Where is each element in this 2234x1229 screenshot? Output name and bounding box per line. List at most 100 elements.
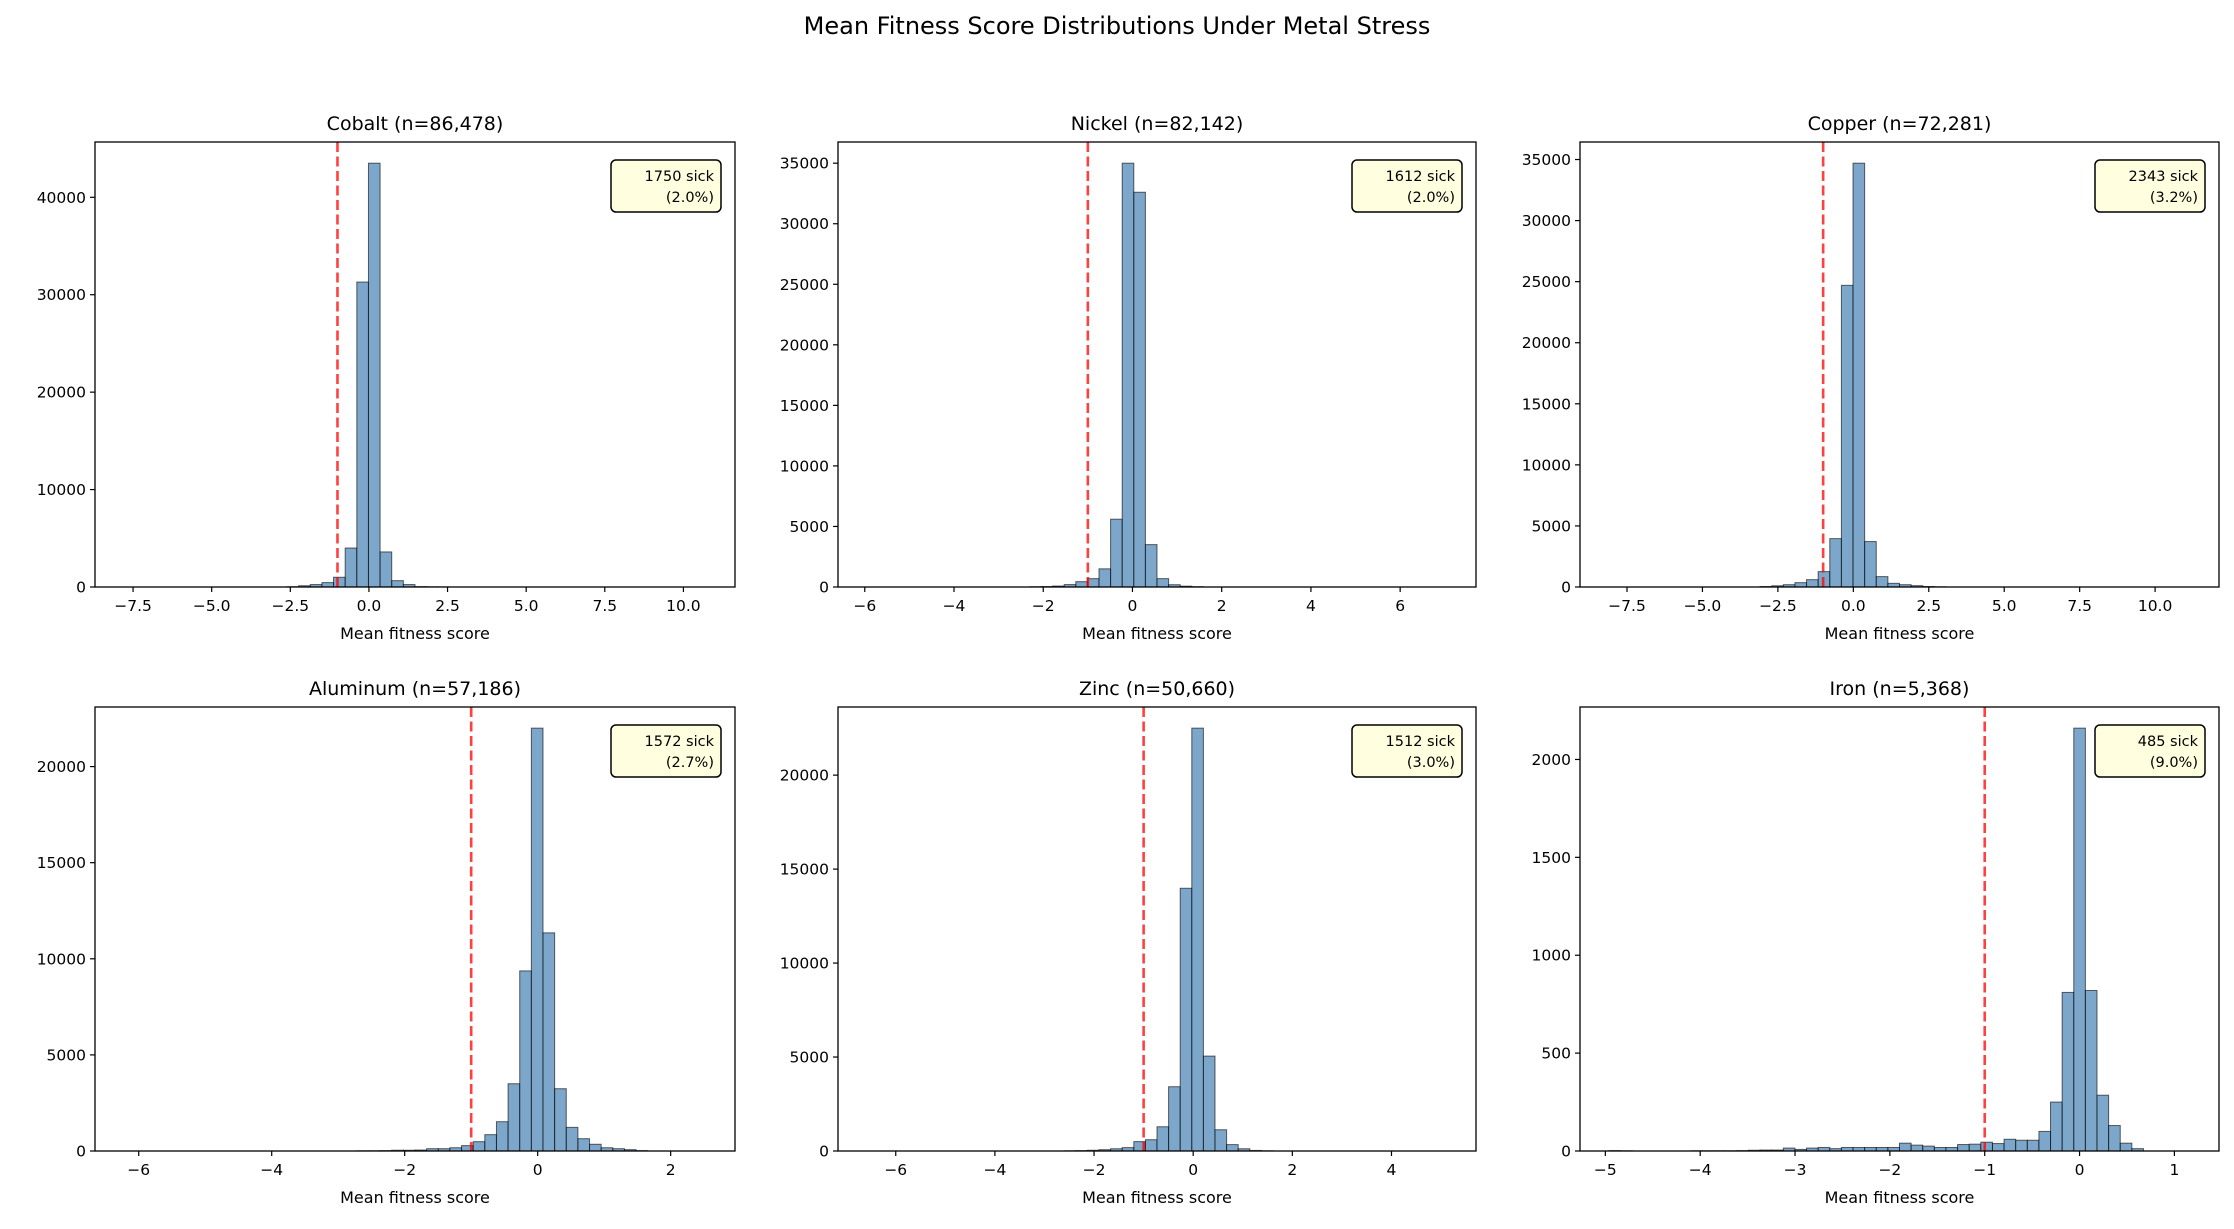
- annotation-sick-count: 2343 sick: [2129, 169, 2199, 185]
- x-tick-label: −2: [393, 1161, 416, 1179]
- histogram-bar: [1202, 1055, 1216, 1152]
- panel-title: Iron (n=5,368): [1830, 678, 1970, 700]
- histogram-bar: [2015, 1139, 2028, 1152]
- histogram-bar: [530, 727, 544, 1152]
- histogram-bar: [321, 582, 335, 588]
- histogram-bar: [1922, 1145, 1935, 1152]
- y-tick-label: 20000: [780, 336, 829, 354]
- histogram-bar: [2061, 991, 2075, 1152]
- x-axis-label: Mean fitness score: [340, 1188, 490, 1207]
- x-tick-label: 4: [1306, 597, 1316, 615]
- y-tick-label: 5000: [790, 518, 829, 536]
- histogram-bars: [356, 727, 649, 1152]
- y-tick-label: 25000: [1522, 273, 1571, 291]
- figure-title: Mean Fitness Score Distributions Under M…: [804, 12, 1431, 40]
- histogram-bar: [1806, 579, 1819, 588]
- x-tick-label: −5.0: [1684, 597, 1722, 615]
- histogram-bar: [1980, 1141, 1993, 1152]
- x-tick-label: −4: [943, 597, 966, 615]
- x-tick-label: −4: [1689, 1161, 1712, 1179]
- x-tick-label: −5.0: [193, 597, 231, 615]
- annotation-box: [2094, 159, 2206, 213]
- histogram-bar: [1121, 162, 1135, 588]
- histogram-bar: [379, 551, 393, 588]
- y-tick-label: 20000: [1522, 334, 1571, 352]
- panel-title: Aluminum (n=57,186): [309, 678, 521, 700]
- y-tick-label: 0: [819, 579, 829, 597]
- histogram-bar: [1968, 1143, 1982, 1152]
- x-tick-label: 2: [1217, 597, 1227, 615]
- y-tick-label: 30000: [1522, 212, 1571, 230]
- histogram-bar: [2096, 1094, 2110, 1152]
- x-tick-label: 10.0: [666, 597, 701, 615]
- y-tick-label: 1000: [1532, 947, 1571, 965]
- histogram-bar: [1133, 191, 1146, 588]
- annotation-sick-count: 1750 sick: [645, 169, 715, 185]
- x-axis-label: Mean fitness score: [1082, 1188, 1232, 1207]
- axes-frame: [94, 706, 736, 1152]
- y-tick-label: 10000: [780, 457, 829, 475]
- y-tick-label: 500: [1541, 1045, 1571, 1063]
- x-axis-label: Mean fitness score: [1825, 1188, 1975, 1207]
- axes-frame: [837, 141, 1477, 588]
- histogram-bar: [589, 1143, 602, 1152]
- panel-copper: Copper (n=72,281) −7.5 −5.0 −2.5 0.0 2.5 5.0 7.…: [1522, 113, 2220, 643]
- histogram-bar: [554, 1088, 567, 1152]
- y-tick-label: 5000: [47, 1046, 86, 1064]
- y-tick-label: 35000: [780, 155, 829, 173]
- x-tick-label: −2.5: [1759, 597, 1797, 615]
- x-tick-label: 0: [2075, 1161, 2085, 1179]
- histogram-bar: [1098, 568, 1112, 588]
- histogram-bar: [519, 970, 532, 1152]
- annotation-sick-count: 485 sick: [2138, 734, 2199, 750]
- histogram-bar: [577, 1138, 591, 1152]
- histogram-bar: [1840, 284, 1854, 588]
- panel-title: Nickel (n=82,142): [1071, 113, 1244, 135]
- y-tick-label: 2000: [1532, 751, 1571, 769]
- histogram-bar: [1875, 576, 1889, 588]
- histogram-bar: [367, 162, 381, 588]
- x-tick-label: 7.5: [2067, 597, 2092, 615]
- histogram-bar: [484, 1134, 497, 1152]
- histogram-bar: [1191, 727, 1204, 1152]
- annotation-box: [610, 159, 722, 213]
- x-tick-label: 0.0: [1841, 597, 1866, 615]
- histogram-bar: [1899, 1142, 1912, 1152]
- histogram-bar: [1910, 1144, 1924, 1152]
- histogram-bar: [1075, 581, 1088, 588]
- y-tick-label: 5000: [1532, 517, 1571, 535]
- histogram-bar: [1852, 162, 1866, 588]
- histogram-bar: [1957, 1144, 1970, 1152]
- x-tick-label: −1: [1973, 1161, 1996, 1179]
- axes-frame: [1579, 706, 2220, 1152]
- histogram-bar: [472, 1141, 486, 1152]
- panel-title: Cobalt (n=86,478): [327, 113, 504, 135]
- x-tick-label: −2: [1032, 597, 1055, 615]
- y-tick-label: 20000: [37, 384, 86, 402]
- x-tick-label: 7.5: [592, 597, 617, 615]
- panel-aluminum: Aluminum (n=57,186) −6 −4 −2 0 2 0 5000 10000 150…: [37, 678, 736, 1207]
- annotation-sick-percent: (2.0%): [666, 190, 714, 206]
- histogram-bar: [1991, 1143, 2005, 1152]
- x-tick-label: 6: [1395, 597, 1405, 615]
- x-tick-label: −6: [884, 1161, 907, 1179]
- histogram-bar: [1179, 887, 1193, 1152]
- histogram-bar: [1144, 544, 1158, 588]
- axes-frame: [1579, 141, 2220, 588]
- histogram-bar: [2050, 1101, 2063, 1152]
- histogram-bar: [391, 580, 404, 588]
- histogram-bar: [1214, 1129, 1228, 1152]
- x-axis-label: Mean fitness score: [1082, 624, 1232, 643]
- y-tick-label: 1500: [1532, 849, 1571, 867]
- histogram-bar: [565, 1126, 579, 1152]
- y-tick-label: 25000: [780, 276, 829, 294]
- x-tick-label: 2: [666, 1161, 676, 1179]
- histogram-bar: [2108, 1125, 2121, 1152]
- histogram-bar: [2073, 727, 2086, 1152]
- axes-frame: [94, 141, 736, 588]
- y-tick-label: 20000: [37, 758, 86, 776]
- x-tick-label: 2: [1287, 1161, 1297, 1179]
- x-tick-label: 0.0: [357, 597, 382, 615]
